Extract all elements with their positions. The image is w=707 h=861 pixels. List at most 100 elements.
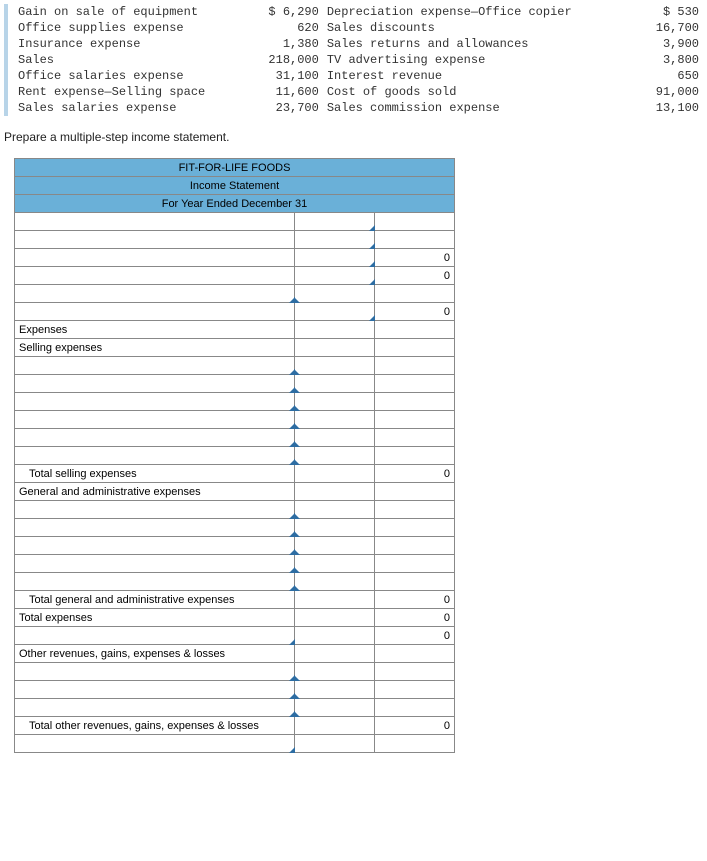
ws-amount-cell-b[interactable] [375,429,455,447]
ws-amount-cell-b[interactable] [375,537,455,555]
data-amount: $ 530 [632,4,703,20]
ws-amount-cell-a[interactable] [295,267,375,285]
ws-desc-cell[interactable]: Other revenues, gains, expenses & losses [15,645,295,663]
ws-amount-cell-b[interactable] [375,357,455,375]
data-amount: $ 6,290 [252,4,323,20]
ws-amount-cell-a[interactable] [295,735,375,753]
data-amount: 3,800 [632,52,703,68]
ws-amount-cell-a[interactable] [295,339,375,357]
ws-amount-cell-a[interactable] [295,465,375,483]
data-amount: 1,380 [252,36,323,52]
ws-amount-cell-a[interactable] [295,609,375,627]
ws-amount-cell-b[interactable] [375,339,455,357]
ws-desc-cell[interactable] [15,735,295,753]
ws-amount-cell-a[interactable] [295,699,375,717]
ws-desc-cell[interactable] [15,699,295,717]
data-amount: 650 [632,68,703,84]
ws-desc-cell[interactable]: Total selling expenses [15,465,295,483]
ws-desc-cell[interactable]: Expenses [15,321,295,339]
ws-amount-cell-a[interactable] [295,393,375,411]
ws-amount-cell-b[interactable] [375,555,455,573]
ws-amount-cell-b[interactable]: 0 [375,717,455,735]
ws-amount-cell-b[interactable]: 0 [375,303,455,321]
ws-amount-cell-b[interactable] [375,735,455,753]
ws-amount-cell-b[interactable] [375,483,455,501]
ws-amount-cell-b[interactable] [375,699,455,717]
ws-amount-cell-a[interactable] [295,375,375,393]
ws-desc-cell[interactable] [15,519,295,537]
ws-amount-cell-a[interactable] [295,573,375,591]
ws-amount-cell-b[interactable]: 0 [375,609,455,627]
ws-amount-cell-a[interactable] [295,717,375,735]
ws-desc-cell[interactable]: Total general and administrative expense… [15,591,295,609]
ws-amount-cell-a[interactable] [295,627,375,645]
instruction-text: Prepare a multiple-step income statement… [4,130,703,144]
ws-amount-cell-b[interactable] [375,213,455,231]
ws-desc-cell[interactable]: Total other revenues, gains, expenses & … [15,717,295,735]
ws-amount-cell-b[interactable]: 0 [375,249,455,267]
ws-desc-cell[interactable] [15,573,295,591]
ws-desc-cell[interactable] [15,285,295,303]
ws-amount-cell-a[interactable] [295,303,375,321]
ws-amount-cell-b[interactable] [375,231,455,249]
ws-amount-cell-a[interactable] [295,645,375,663]
ws-desc-cell[interactable] [15,627,295,645]
ws-amount-cell-a[interactable] [295,537,375,555]
ws-amount-cell-b[interactable] [375,375,455,393]
ws-desc-cell[interactable] [15,447,295,465]
ws-desc-cell[interactable] [15,555,295,573]
ws-desc-cell[interactable] [15,357,295,375]
ws-amount-cell-b[interactable] [375,573,455,591]
ws-desc-cell[interactable] [15,429,295,447]
ws-desc-cell[interactable] [15,375,295,393]
ws-amount-cell-a[interactable] [295,555,375,573]
data-label: Sales [14,52,252,68]
ws-amount-cell-b[interactable]: 0 [375,591,455,609]
data-amount: 620 [252,20,323,36]
ws-amount-cell-b[interactable] [375,321,455,339]
ws-amount-cell-b[interactable] [375,393,455,411]
ws-amount-cell-a[interactable] [295,321,375,339]
ws-amount-cell-b[interactable] [375,447,455,465]
ws-amount-cell-a[interactable] [295,483,375,501]
ws-desc-cell[interactable] [15,411,295,429]
ws-amount-cell-a[interactable] [295,663,375,681]
ws-amount-cell-a[interactable] [295,447,375,465]
ws-amount-cell-a[interactable] [295,213,375,231]
ws-amount-cell-b[interactable] [375,411,455,429]
ws-desc-cell[interactable] [15,213,295,231]
ws-desc-cell[interactable] [15,231,295,249]
ws-amount-cell-b[interactable]: 0 [375,627,455,645]
ws-desc-cell[interactable]: Total expenses [15,609,295,627]
ws-amount-cell-a[interactable] [295,231,375,249]
ws-amount-cell-b[interactable]: 0 [375,465,455,483]
ws-amount-cell-a[interactable] [295,357,375,375]
data-label: Cost of goods sold [323,84,632,100]
ws-amount-cell-a[interactable] [295,249,375,267]
ws-desc-cell[interactable] [15,267,295,285]
ws-desc-cell[interactable]: General and administrative expenses [15,483,295,501]
ws-desc-cell[interactable] [15,663,295,681]
ws-amount-cell-b[interactable] [375,663,455,681]
ws-amount-cell-b[interactable] [375,519,455,537]
ws-desc-cell[interactable] [15,249,295,267]
ws-amount-cell-a[interactable] [295,429,375,447]
ws-desc-cell[interactable] [15,537,295,555]
ws-amount-cell-b[interactable]: 0 [375,267,455,285]
ws-amount-cell-a[interactable] [295,411,375,429]
ws-amount-cell-b[interactable] [375,645,455,663]
data-amount: 91,000 [632,84,703,100]
ws-desc-cell[interactable] [15,501,295,519]
ws-desc-cell[interactable] [15,303,295,321]
ws-amount-cell-a[interactable] [295,591,375,609]
ws-desc-cell[interactable]: Selling expenses [15,339,295,357]
ws-amount-cell-b[interactable] [375,285,455,303]
ws-amount-cell-b[interactable] [375,681,455,699]
ws-amount-cell-a[interactable] [295,519,375,537]
ws-amount-cell-a[interactable] [295,285,375,303]
ws-amount-cell-a[interactable] [295,681,375,699]
ws-amount-cell-b[interactable] [375,501,455,519]
ws-amount-cell-a[interactable] [295,501,375,519]
ws-desc-cell[interactable] [15,393,295,411]
ws-desc-cell[interactable] [15,681,295,699]
